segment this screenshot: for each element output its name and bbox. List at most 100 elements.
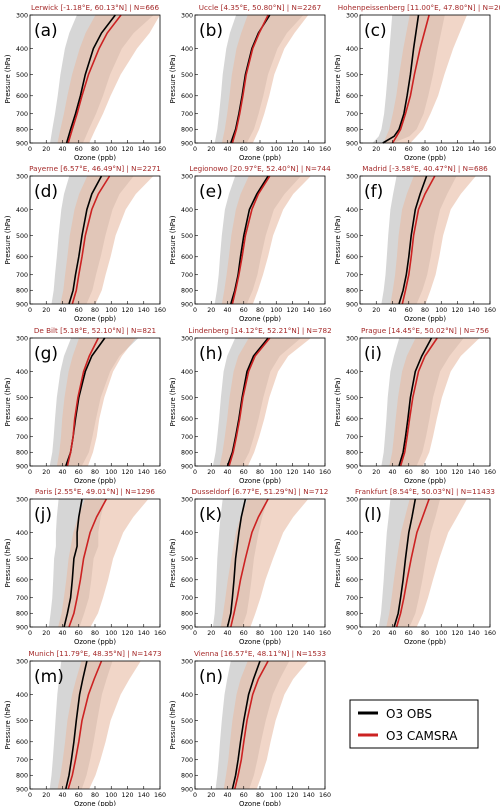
y-tick-label: 500 (16, 395, 28, 402)
chart-panel: Frankfurt [8.54°E, 50.03°N] | N=11433 0 20… (334, 487, 496, 646)
x-axis-label: Ozone (ppb) (239, 315, 281, 323)
y-tick-label: 600 (181, 416, 193, 423)
x-tick-label: 0 (28, 792, 32, 799)
x-tick-label: 0 (193, 792, 197, 799)
y-axis-label: Pressure (hPa) (334, 377, 342, 426)
x-tick-label: 100 (435, 307, 447, 314)
y-tick-label: 500 (181, 556, 193, 563)
x-tick-label: 0 (28, 630, 32, 637)
x-tick-label: 100 (435, 146, 447, 153)
x-axis-label: Ozone (ppb) (239, 638, 281, 646)
series-line-obs (382, 14, 420, 144)
y-axis-label: Pressure (hPa) (334, 54, 342, 103)
x-tick-label: 160 (484, 307, 496, 314)
camsra-spread-band (221, 176, 311, 304)
x-tick-label: 80 (256, 146, 264, 153)
series-line-obs (231, 660, 261, 790)
series-line-camsra (234, 660, 269, 790)
y-tick-label: 800 (181, 288, 193, 295)
chart-title: Paris [2.55°E, 49.01°N] | N=1296 (35, 487, 155, 496)
x-tick-label: 0 (193, 307, 197, 314)
panel-letter: (g) (34, 344, 58, 364)
y-tick-label: 300 (16, 658, 28, 665)
panel-letter: (h) (199, 344, 223, 364)
series-line-obs (393, 498, 417, 628)
x-tick-label: 140 (303, 307, 315, 314)
x-tick-label: 40 (58, 469, 66, 476)
x-tick-label: 140 (303, 792, 315, 799)
chart-title: Lerwick [-1.18°E, 60.13°N] | N=666 (31, 3, 160, 12)
chart-panel: Dusseldorf [6.77°E, 51.29°N] | N=712 0 20 4… (169, 487, 331, 646)
y-tick-label: 600 (181, 254, 193, 261)
y-tick-label: 600 (181, 93, 193, 100)
x-tick-label: 140 (303, 630, 315, 637)
series-line-obs (226, 498, 247, 628)
y-tick-label: 700 (16, 111, 28, 118)
y-tick-label: 300 (181, 173, 193, 180)
x-axis-label: Ozone (ppb) (74, 477, 116, 485)
chart-title: Dusseldorf [6.77°E, 51.29°N] | N=712 (192, 487, 329, 496)
chart-panel: Hohenpeissenberg [11.00°E, 47.80°N] | N=… (334, 3, 500, 162)
x-tick-label: 100 (435, 630, 447, 637)
x-tick-label: 40 (388, 630, 396, 637)
x-tick-label: 60 (75, 146, 83, 153)
y-tick-label: 300 (181, 12, 193, 19)
y-tick-label: 700 (181, 595, 193, 602)
x-tick-label: 40 (388, 469, 396, 476)
x-tick-label: 100 (105, 469, 117, 476)
x-tick-label: 160 (154, 469, 166, 476)
series-line-camsra (391, 14, 430, 144)
x-tick-label: 20 (42, 469, 50, 476)
series-line-camsra (67, 660, 103, 790)
series-line-camsra (67, 14, 122, 144)
x-tick-label: 140 (468, 630, 480, 637)
x-tick-label: 160 (319, 792, 331, 799)
x-tick-label: 0 (193, 146, 197, 153)
panel-letter: (c) (364, 21, 387, 41)
x-tick-label: 100 (270, 630, 282, 637)
y-tick-label: 800 (181, 450, 193, 457)
x-tick-label: 0 (28, 146, 32, 153)
x-tick-label: 80 (91, 469, 99, 476)
y-axis-label: Pressure (hPa) (4, 54, 12, 103)
x-tick-label: 100 (105, 146, 117, 153)
y-tick-label: 500 (16, 556, 28, 563)
series-line-camsra (68, 498, 108, 628)
x-tick-label: 60 (240, 469, 248, 476)
x-tick-label: 60 (75, 630, 83, 637)
x-tick-label: 120 (121, 307, 133, 314)
x-tick-label: 20 (372, 630, 380, 637)
x-axis-label: Ozone (ppb) (239, 154, 281, 162)
panel-letter: (i) (364, 344, 382, 364)
series-line-obs (68, 175, 103, 305)
x-axis-label: Ozone (ppb) (74, 638, 116, 646)
camsra-spread-band (219, 338, 311, 466)
x-tick-label: 60 (240, 792, 248, 799)
camsra-spread-band (221, 15, 309, 143)
y-tick-label: 300 (346, 12, 358, 19)
x-axis-label: Ozone (ppb) (404, 315, 446, 323)
series-line-obs (65, 660, 88, 790)
x-tick-label: 40 (223, 469, 231, 476)
x-tick-label: 80 (421, 469, 429, 476)
chart-title: Munich [11.79°E, 48.35°N] | N=1473 (28, 649, 161, 658)
series-line-camsra (231, 14, 269, 144)
legend: O3 OBS O3 CAMSRA (349, 699, 479, 749)
y-tick-label: 700 (16, 272, 28, 279)
x-tick-label: 160 (154, 307, 166, 314)
x-tick-label: 120 (286, 630, 298, 637)
y-tick-label: 900 (16, 786, 28, 793)
chart-panel: Madrid [-3.58°E, 40.47°N] | N=686 0 20 40 60… (334, 164, 496, 323)
x-tick-label: 120 (121, 469, 133, 476)
x-tick-label: 20 (207, 307, 215, 314)
chart-title: Lindenberg [14.12°E, 52.21°N] | N=782 (188, 326, 331, 335)
x-tick-label: 0 (358, 307, 362, 314)
chart-panel: Prague [14.45°E, 50.02°N] | N=756 0 20 40 60… (334, 326, 496, 485)
panel-letter: (f) (364, 182, 383, 202)
y-tick-label: 400 (346, 530, 358, 537)
x-tick-label: 60 (405, 146, 413, 153)
y-tick-label: 500 (181, 395, 193, 402)
x-tick-label: 100 (270, 146, 282, 153)
chart-title: Hohenpeissenberg [11.00°E, 47.80°N] | N=… (338, 3, 500, 12)
x-tick-label: 140 (468, 146, 480, 153)
